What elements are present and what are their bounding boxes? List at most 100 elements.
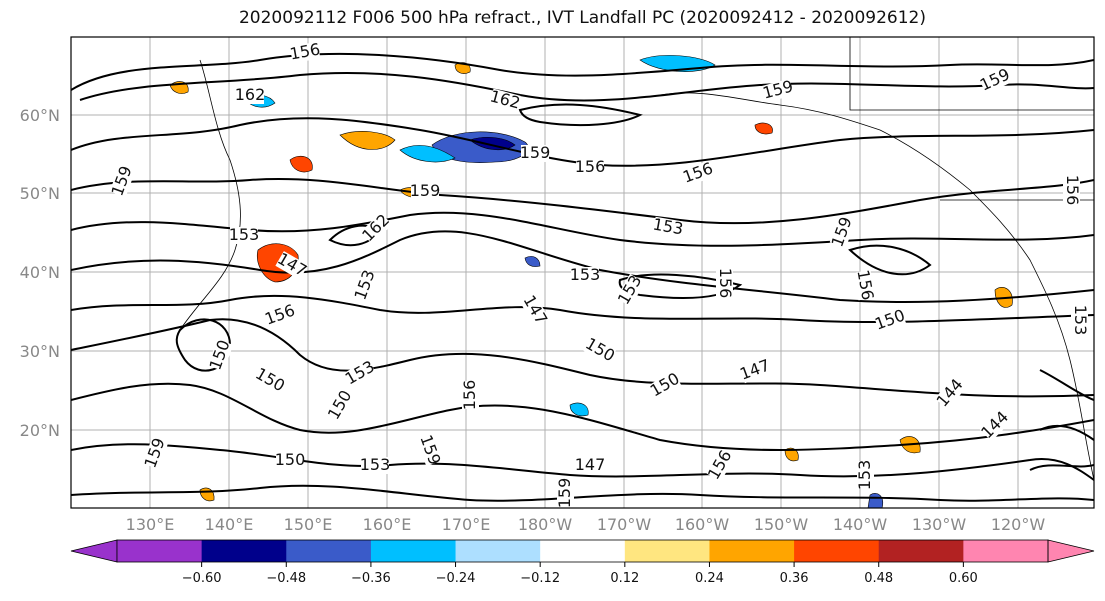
contour-label: 153 — [229, 225, 260, 244]
contour-label-halo — [352, 269, 379, 302]
lon-label: 130°E — [126, 515, 175, 534]
lat-label: 50°N — [20, 184, 60, 203]
contour-label-halo — [616, 273, 645, 307]
lon-label: 140°W — [833, 515, 888, 534]
colorbar: −0.60 −0.48 −0.36 −0.24 −0.12 0.12 0.24 0.36 0.4… — [70, 539, 1095, 586]
positive-anomaly-patch — [754, 122, 773, 135]
contour-label-halo — [109, 165, 136, 198]
contour-label-halo — [276, 452, 304, 469]
contour-label: 147 — [575, 455, 606, 474]
contour-label-halo — [706, 448, 735, 482]
colorbar-tick-label: −0.48 — [266, 571, 306, 586]
colorbar-bin — [624, 540, 710, 562]
contour-label-halo — [1071, 306, 1088, 334]
contour-label-halo — [829, 216, 856, 249]
colorbar-tick-label: 0.36 — [780, 571, 809, 586]
colorbar-bin — [286, 540, 372, 562]
contour-label-halo — [762, 78, 794, 103]
contour-label-halo — [275, 251, 309, 280]
lon-label: 130°W — [912, 515, 967, 534]
contour-label-halo — [264, 302, 297, 329]
contour-label-halo — [411, 183, 439, 200]
contour-label-halo — [416, 434, 443, 467]
colorbar-bin — [455, 540, 541, 562]
colorbar-tick-label: −0.12 — [520, 571, 560, 586]
colorbar-tick-label: −0.24 — [436, 571, 476, 586]
colorbar-bin — [117, 540, 203, 562]
graticule — [71, 37, 1094, 508]
contour-label-halo — [857, 461, 874, 489]
contour-label-halo — [652, 216, 684, 239]
contour-label: 159 — [555, 478, 574, 509]
contour-label: 156 — [716, 268, 735, 299]
lon-label: 160°E — [363, 515, 412, 534]
colorbar-bin — [201, 540, 287, 562]
colorbar-frame — [116, 539, 1049, 563]
lat-label: 30°N — [20, 342, 60, 361]
contour-label-halo — [979, 409, 1012, 442]
contour-label: 159 — [410, 181, 441, 200]
contour-label: 159 — [520, 143, 551, 162]
contour-label: 156 — [460, 380, 479, 411]
contour-label: 153 — [1071, 305, 1090, 336]
coastlines — [179, 37, 1094, 481]
contour-label-halo — [716, 269, 733, 297]
latitude-labels: 60°N 50°N 40°N 30°N 20°N — [20, 106, 60, 440]
contour-label-halo — [236, 87, 264, 104]
colorbar-bin — [370, 540, 457, 562]
contour-label: 162 — [235, 85, 266, 104]
lon-label: 150°E — [284, 515, 333, 534]
contour-label-halo — [557, 479, 574, 507]
lon-label: 180°W — [518, 515, 573, 534]
contour-label-halo — [583, 336, 617, 365]
contour-label-halo — [934, 377, 966, 410]
colorbar-tick-label: −0.36 — [351, 571, 391, 586]
contour-label-halo — [289, 41, 321, 64]
contour-label-halo — [360, 212, 393, 245]
contour-label: 153 — [855, 460, 874, 491]
positive-anomaly-patch — [339, 131, 396, 150]
contour-label-halo — [462, 381, 479, 409]
colorbar-tick-label: 0.48 — [864, 571, 893, 586]
colorbar-tick-label: −0.60 — [182, 571, 222, 586]
contour-label-halo — [489, 88, 521, 113]
contour-label-halo — [576, 457, 604, 474]
contour-label-halo — [874, 307, 907, 334]
colorbar-tick-label: 0.12 — [610, 571, 639, 586]
contour-label-halo — [576, 159, 604, 176]
positive-anomaly-patch — [784, 447, 799, 462]
lat-label: 40°N — [20, 263, 60, 282]
contour-label: 153 — [570, 265, 601, 284]
contour-label-halo — [521, 145, 549, 162]
contour-label-halo — [343, 359, 377, 388]
contour-label-halo — [520, 293, 549, 327]
map-frame — [70, 36, 1095, 509]
colorbar-bin — [540, 540, 626, 562]
colorbar-extend-high — [1047, 539, 1095, 563]
colorbar-tick-label: 0.60 — [949, 571, 978, 586]
colorbar-bin — [878, 540, 964, 562]
contour-label: 156 — [575, 157, 606, 176]
refractivity-contours — [71, 52, 1094, 502]
contour-label-halo — [978, 66, 1012, 95]
contour-label: 150 — [275, 450, 306, 469]
colorbar-bin — [963, 540, 1049, 562]
lon-label: 170°E — [442, 515, 491, 534]
lon-label: 120°W — [991, 515, 1046, 534]
colorbar-bin — [794, 540, 880, 562]
lat-label: 60°N — [20, 106, 60, 125]
lon-label: 170°W — [597, 515, 652, 534]
colorbar-bin — [709, 540, 795, 562]
map-title: 2020092112 F006 500 hPa refract., IVT La… — [238, 8, 926, 28]
contour-label-halo — [739, 357, 772, 384]
contour-label-halo — [230, 227, 258, 244]
colorbar-tick-label: 0.24 — [695, 571, 724, 586]
contour-label: 156 — [1063, 175, 1082, 206]
contour-label-halo — [326, 388, 355, 422]
contour-label-halo — [682, 160, 715, 187]
contour-label-halo — [207, 339, 234, 372]
colorbar-extend-low — [70, 539, 118, 563]
negative-anomaly-patch — [399, 145, 456, 163]
contour-label-halo — [648, 371, 682, 400]
